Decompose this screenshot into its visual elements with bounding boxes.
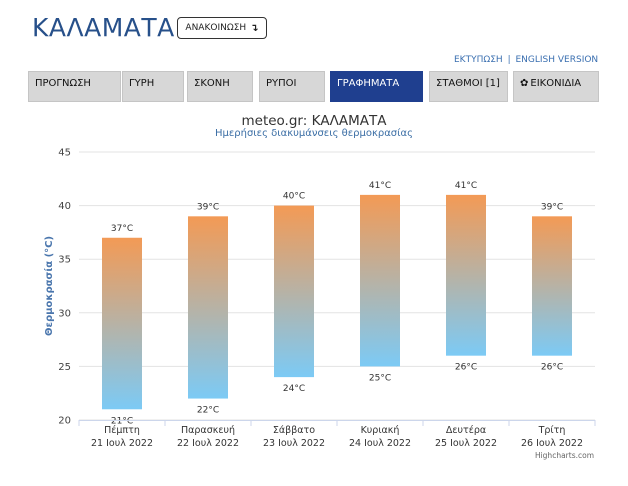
low-temp-label: 24°C [283, 384, 305, 394]
low-temp-label: 26°C [541, 363, 563, 373]
x-tick-label-date: 21 Ιουλ 2022 [91, 438, 153, 449]
tab-forecast[interactable]: ΠΡΟΓΝΩΣΗ [28, 71, 121, 102]
high-temp-label: 39°C [541, 202, 563, 212]
announcement-label: ΑΝΑΚΟΙΝΩΣΗ [185, 23, 247, 33]
print-link[interactable]: ΕΚΤΥΠΩΣΗ [454, 55, 503, 65]
temperature-range-bar [102, 237, 142, 410]
low-temp-label: 22°C [197, 406, 219, 416]
arrow-down-icon: ↴ [250, 22, 259, 34]
y-axis-title: Θερμοκρασία (°C) [43, 236, 55, 336]
top-links: ΕΚΤΥΠΩΣΗ | ENGLISH VERSION [454, 55, 598, 65]
temperature-range-bar [532, 216, 572, 356]
city-title: ΚΑΛΑΜΑΤΑ [32, 13, 175, 42]
announcement-button[interactable]: ΑΝΑΚΟΙΝΩΣΗ ↴ [177, 17, 267, 39]
y-tick-label: 35 [58, 255, 71, 266]
y-tick-label: 20 [58, 416, 71, 427]
y-tick-label: 40 [58, 201, 71, 212]
high-temp-label: 37°C [111, 224, 133, 234]
tab-pollen[interactable]: ΓΥΡΗ [122, 71, 184, 102]
high-temp-label: 40°C [283, 192, 305, 202]
x-tick-label-day: Πέμπτη [104, 425, 140, 436]
chart-subtitle: Ημερήσιες διακυμάνσεις θερμοκρασίας [214, 128, 413, 139]
chart-title: meteo.gr: ΚΑΛΑΜΑΤΑ [241, 113, 387, 129]
x-tick-label-date: 26 Ιουλ 2022 [521, 438, 583, 449]
tab-label: ΡΥΠΟΙ [266, 78, 297, 89]
tab-label: ΣΚΟΝΗ [194, 78, 230, 89]
nav-tabs: ΠΡΟΓΝΩΣΗ ΓΥΡΗ ΣΚΟΝΗ ΡΥΠΟΙ ΓΡΑΦΗΜΑΤΑ ΣΤΑΘ… [28, 71, 600, 102]
x-tick-label-day: Κυριακή [361, 425, 400, 436]
gear-icon: ✿ [520, 78, 529, 89]
x-tick-label-day: Τρίτη [538, 425, 566, 436]
english-version-link[interactable]: ENGLISH VERSION [515, 55, 599, 65]
highcharts-credits[interactable]: Highcharts.com [534, 451, 594, 460]
x-tick-label-date: 24 Ιουλ 2022 [349, 438, 411, 449]
high-temp-label: 39°C [197, 202, 219, 212]
tab-label: ΣΤΑΘΜΟΙ [1] [436, 78, 500, 89]
x-tick-label-date: 25 Ιουλ 2022 [435, 438, 497, 449]
x-tick-label-day: Παρασκευή [181, 425, 235, 436]
low-temp-label: 25°C [369, 373, 391, 383]
tab-charts[interactable]: ΓΡΑΦΗΜΑΤΑ [330, 71, 423, 102]
temperature-range-bar [274, 205, 314, 378]
temperature-range-bar [446, 194, 486, 356]
x-tick-label-date: 23 Ιουλ 2022 [263, 438, 325, 449]
tab-label: ΕΙΚΟΝΙΔΙΑ [530, 78, 582, 89]
low-temp-label: 26°C [455, 363, 477, 373]
temperature-range-bar [360, 194, 400, 367]
y-tick-label: 25 [58, 362, 71, 373]
x-tick-label-day: Δευτέρα [446, 425, 486, 436]
low-temp-label: 21°C [111, 416, 133, 426]
x-tick-label-day: Σάββατο [273, 425, 315, 436]
tab-label: ΠΡΟΓΝΩΣΗ [35, 78, 91, 89]
temperature-range-bar [188, 216, 228, 399]
x-tick-label-date: 22 Ιουλ 2022 [177, 438, 239, 449]
tab-label: ΓΥΡΗ [129, 78, 155, 89]
link-separator: | [507, 55, 511, 65]
high-temp-label: 41°C [369, 181, 391, 191]
tab-label: ΓΡΑΦΗΜΑΤΑ [337, 78, 400, 89]
y-tick-label: 45 [58, 148, 71, 159]
tab-dust[interactable]: ΣΚΟΝΗ [187, 71, 253, 102]
tab-pollutants[interactable]: ΡΥΠΟΙ [259, 71, 325, 102]
tab-stations[interactable]: ΣΤΑΘΜΟΙ [1] [429, 71, 508, 102]
high-temp-label: 41°C [455, 181, 477, 191]
tab-icons[interactable]: ✿ ΕΙΚΟΝΙΔΙΑ [513, 71, 599, 102]
y-tick-label: 30 [58, 308, 71, 319]
